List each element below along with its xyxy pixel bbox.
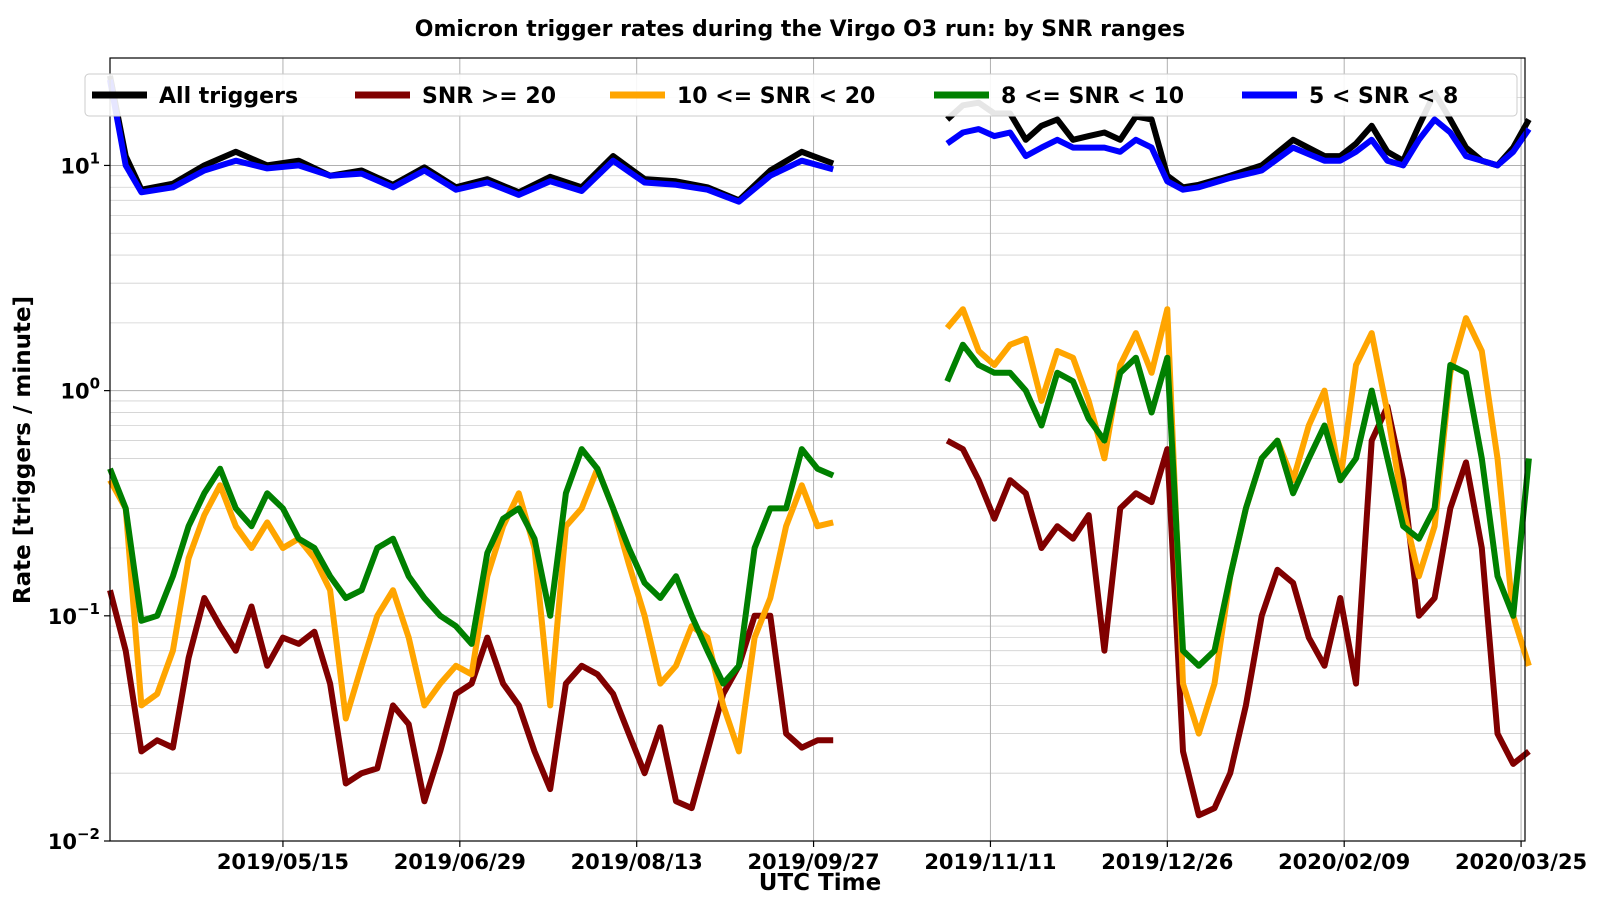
legend-label-snr-20: SNR >= 20: [422, 84, 556, 109]
y-tick-label: 10−1: [48, 600, 100, 629]
series-line-5-snr-8-segment-1: [107, 79, 835, 205]
series-line-8-snr-10-segment-2: [944, 341, 1532, 669]
series-line-snr-20-segment-2: [945, 403, 1531, 819]
series-line-8-snr-10-segment-1: [107, 446, 835, 687]
legend: All triggers SNR >= 20 10 <= SNR < 20 8 <= …: [84, 73, 1518, 117]
y-tick-label: 100: [60, 375, 100, 404]
series-layer: [107, 75, 1532, 819]
x-tick-label: 2019/11/11: [924, 850, 1056, 874]
x-tick-label: 2020/03/25: [1455, 850, 1587, 874]
plot-frame: [109, 57, 1526, 842]
y-axis-ticks: 10−2 10−1 100 101: [48, 149, 110, 854]
x-tick-label: 2019/09/27: [747, 850, 879, 874]
legend-label-10-snr-20: 10 <= SNR < 20: [677, 84, 875, 109]
x-axis-label: UTC Time: [759, 870, 881, 896]
x-tick-label: 2020/02/09: [1278, 850, 1410, 874]
legend-label-5-snr-8: 5 < SNR < 8: [1309, 84, 1458, 109]
x-tick-label: 2019/08/13: [571, 850, 703, 874]
x-axis-ticks: 2019/05/15 2019/06/29 2019/08/13 2019/09/27…: [217, 841, 1587, 874]
legend-box: [84, 73, 1518, 117]
series-line-snr-20-segment-1: [107, 589, 834, 812]
legend-label-8-snr-10: 8 <= SNR < 10: [1001, 84, 1184, 109]
x-tick-label: 2019/05/15: [217, 850, 349, 874]
legend-label-all-triggers: All triggers: [159, 84, 298, 109]
x-tick-label: 2019/12/26: [1101, 850, 1233, 874]
series-line-5-snr-8-segment-2: [945, 116, 1532, 193]
x-tick-label: 2019/06/29: [394, 850, 526, 874]
y-axis-label: Rate [triggers / minute]: [10, 296, 36, 604]
chart-title: Omicron trigger rates during the Virgo O…: [415, 17, 1185, 42]
y-tick-label: 101: [60, 149, 100, 178]
y-tick-label: 10−2: [48, 825, 100, 854]
